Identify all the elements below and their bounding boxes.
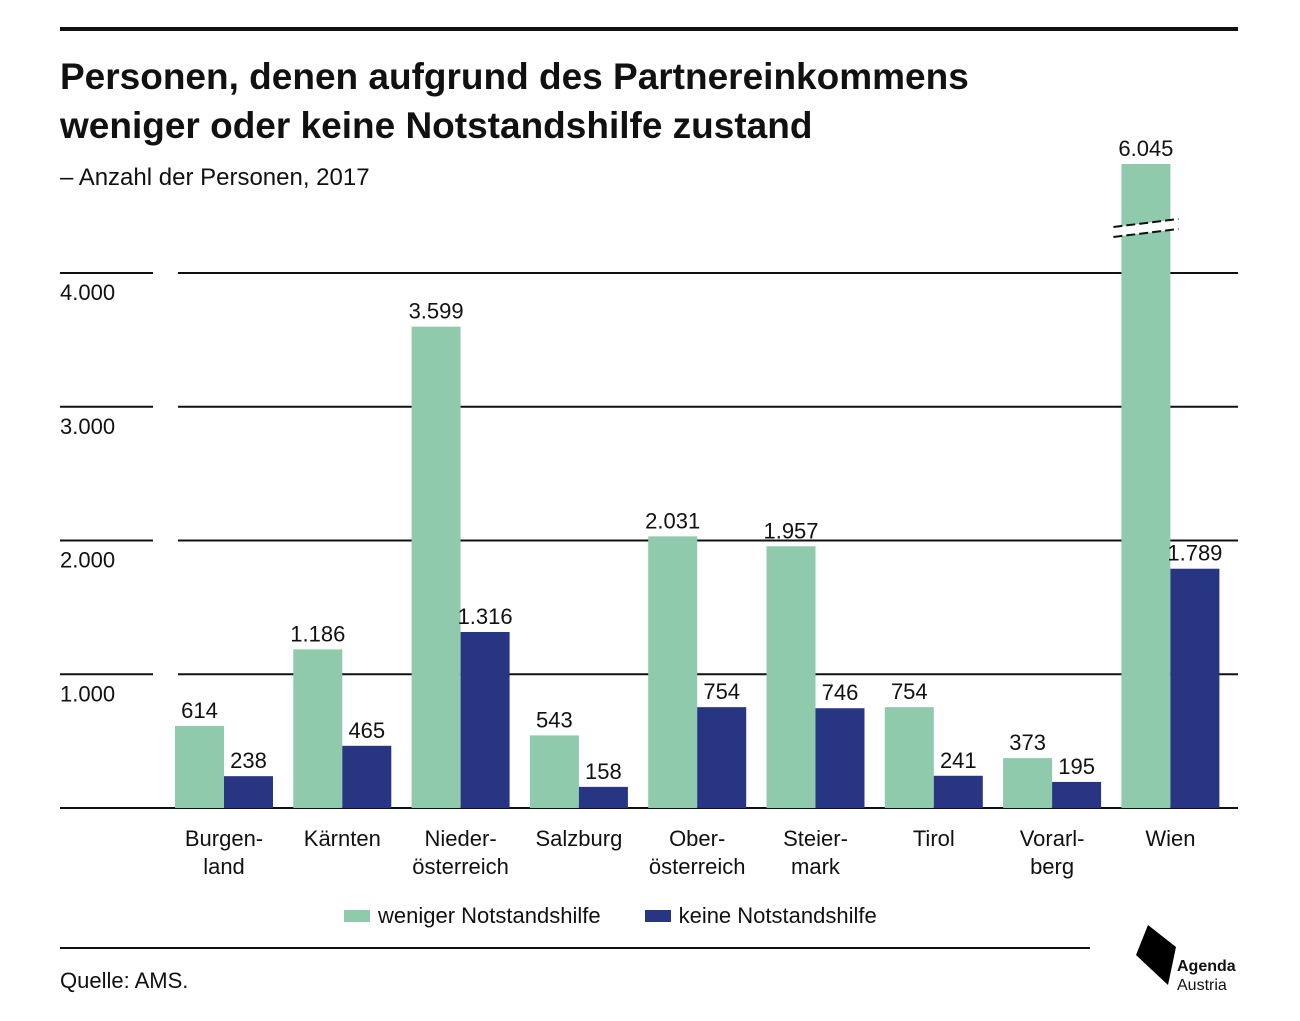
bar-wien-keine (1170, 568, 1220, 808)
legend-item-weniger: weniger Notstandshilfe (344, 903, 601, 929)
x-tick-label-vorarl-berg: Vorarl-berg (1020, 826, 1085, 879)
bar-vorarl-berg-weniger (1003, 758, 1053, 808)
title-line-1: Personen, denen aufgrund des Partnereink… (60, 56, 969, 97)
bar-steier-mark-keine (815, 708, 865, 808)
bar-wien-weniger (1121, 164, 1171, 808)
data-label-tirol-keine: 241 (940, 748, 977, 773)
data-label-steier-mark-weniger: 1.957 (763, 518, 818, 543)
data-label-salzburg-keine: 158 (585, 759, 622, 784)
data-label-tirol-weniger: 754 (891, 679, 928, 704)
data-label-salzburg-weniger: 543 (536, 707, 573, 732)
y-tick-label-4000: 4.000 (60, 280, 115, 305)
logo-text-line-1: Agenda (1177, 958, 1236, 975)
data-label-ober-sterreich-keine: 754 (703, 679, 740, 704)
data-label-k-rnten-keine: 465 (348, 718, 385, 743)
bar-k-rnten-weniger (293, 649, 343, 808)
legend-label-keine: keine Notstandshilfe (678, 903, 877, 928)
bar-burgen-land-keine (224, 776, 273, 808)
title-line-2: weniger oder keine Notstandshilfe zustan… (60, 105, 813, 146)
x-tick-label-steier-mark: Steier-mark (783, 826, 848, 879)
bar-k-rnten-keine (342, 745, 392, 808)
bar-ober-sterreich-keine (697, 707, 747, 808)
y-tick-label-3000: 3.000 (60, 414, 115, 439)
data-label-wien-weniger: 6.045 (1118, 136, 1173, 161)
y-tick-label-1000: 1.000 (60, 681, 115, 706)
top-rule (60, 27, 1238, 31)
data-label-wien-keine: 1.789 (1167, 541, 1222, 566)
data-label-nieder-sterreich-weniger: 3.599 (409, 299, 464, 324)
y-tick-label-2000: 2.000 (60, 548, 115, 573)
chart-title: Personen, denen aufgrund des Partnereink… (60, 52, 1210, 150)
data-label-burgen-land-weniger: 614 (181, 698, 218, 723)
bar-salzburg-keine (578, 786, 628, 808)
agenda-austria-logo (1136, 925, 1176, 985)
bar-vorarl-berg-keine (1052, 781, 1102, 808)
source-note: Quelle: AMS. (60, 968, 189, 993)
legend-label-weniger: weniger Notstandshilfe (378, 903, 601, 928)
axis-break-gap (1113, 219, 1179, 237)
x-tick-label-k-rnten: Kärnten (304, 826, 381, 851)
data-label-nieder-sterreich-keine: 1.316 (458, 604, 513, 629)
data-label-burgen-land-keine: 238 (230, 748, 267, 773)
bar-nieder-sterreich-weniger (411, 326, 461, 808)
bar-tirol-weniger (884, 707, 934, 808)
x-tick-label-tirol: Tirol (913, 826, 955, 851)
bar-ober-sterreich-weniger (648, 536, 698, 808)
data-label-steier-mark-keine: 746 (822, 680, 859, 705)
axis-break-line-lower (1113, 228, 1179, 238)
chart-subtitle: – Anzahl der Personen, 2017 (60, 164, 370, 191)
logo-mark-icon (1136, 925, 1176, 985)
bar-tirol-keine (933, 775, 983, 808)
legend: weniger Notstandshilfe keine Notstandshi… (344, 903, 921, 929)
data-label-ober-sterreich-weniger: 2.031 (645, 508, 700, 533)
logo-text: Agenda Austria (1177, 957, 1236, 995)
axis-break-line-upper (1113, 218, 1179, 228)
x-tick-label-salzburg: Salzburg (535, 826, 622, 851)
x-tick-label-burgen-land: Burgen-land (185, 826, 263, 879)
x-tick-label-nieder-sterreich: Nieder-österreich (412, 826, 509, 879)
legend-swatch-weniger (344, 910, 370, 922)
bar-steier-mark-weniger (766, 546, 816, 808)
legend-item-keine: keine Notstandshilfe (644, 903, 877, 929)
data-label-k-rnten-weniger: 1.186 (290, 621, 345, 646)
x-tick-label-ober-sterreich: Ober-österreich (649, 826, 746, 879)
data-label-vorarl-berg-weniger: 373 (1009, 730, 1046, 755)
legend-swatch-keine (644, 910, 671, 922)
logo-text-line-2: Austria (1177, 977, 1227, 994)
bar-nieder-sterreich-keine (460, 631, 510, 808)
bar-burgen-land-weniger (175, 725, 224, 808)
data-label-vorarl-berg-keine: 195 (1058, 754, 1095, 779)
bottom-rule (60, 947, 1090, 949)
bar-salzburg-weniger (529, 735, 579, 808)
x-tick-label-wien: Wien (1145, 826, 1195, 851)
